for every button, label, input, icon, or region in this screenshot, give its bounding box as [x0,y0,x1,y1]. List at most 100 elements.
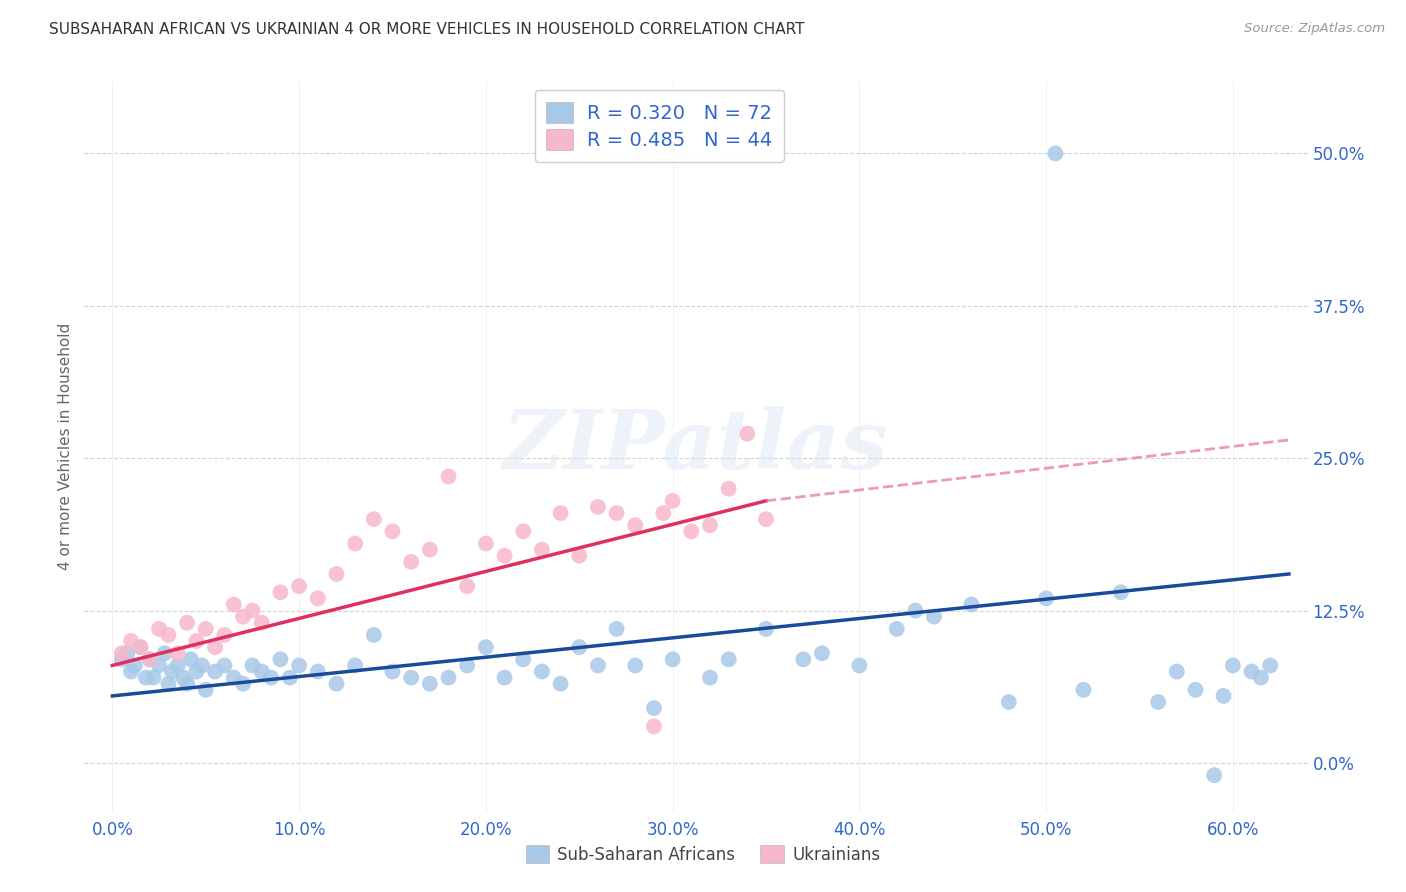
Point [1073,682,1095,697]
Point [138,652,160,666]
Point [1035,591,1057,606]
Point [997,695,1019,709]
Point [232,609,254,624]
Point [512,524,534,539]
Point [399,671,422,685]
Point [1212,689,1234,703]
Point [142,671,165,685]
Point [624,518,647,533]
Point [586,500,609,514]
Point [755,512,778,526]
Point [222,598,245,612]
Point [344,536,367,550]
Point [699,518,721,533]
Point [681,524,703,539]
Point [222,671,245,685]
Point [260,671,283,685]
Point [325,567,347,582]
Point [1258,658,1281,673]
Text: ZIPatlas: ZIPatlas [503,406,889,486]
Text: SUBSAHARAN AFRICAN VS UKRAINIAN 4 OR MORE VEHICLES IN HOUSEHOLD CORRELATION CHAR: SUBSAHARAN AFRICAN VS UKRAINIAN 4 OR MOR… [49,22,804,37]
Point [269,585,291,599]
Point [157,676,180,690]
Point [1240,665,1263,679]
Point [288,579,311,593]
Point [117,646,139,660]
Point [624,658,647,673]
Point [129,640,152,655]
Point [138,652,160,666]
Point [120,665,142,679]
Point [176,676,198,690]
Point [792,652,814,666]
Point [160,665,183,679]
Point [242,658,264,673]
Point [530,665,553,679]
Point [643,701,665,715]
Point [157,628,180,642]
Point [148,622,170,636]
Point [886,622,908,636]
Point [1222,658,1244,673]
Point [1045,146,1067,161]
Point [278,671,301,685]
Point [204,665,226,679]
Point [717,652,740,666]
Point [166,658,188,673]
Point [550,676,572,690]
Point [1184,682,1206,697]
Point [288,658,311,673]
Point [129,640,152,655]
Point [494,549,516,563]
Point [242,604,264,618]
Point [204,640,226,655]
Point [419,676,441,690]
Point [381,665,404,679]
Point [250,665,273,679]
Point [643,719,665,733]
Point [232,676,254,690]
Point [363,512,385,526]
Point [811,646,834,660]
Point [568,640,591,655]
Point [269,652,291,666]
Point [1250,671,1272,685]
Point [606,622,628,636]
Point [661,652,683,666]
Point [456,658,478,673]
Point [550,506,572,520]
Point [717,482,740,496]
Point [363,628,385,642]
Point [960,598,983,612]
Point [437,671,460,685]
Point [214,658,236,673]
Point [325,676,347,690]
Point [848,658,870,673]
Point [148,658,170,673]
Point [1204,768,1226,782]
Point [180,652,202,666]
Point [568,549,591,563]
Point [737,426,759,441]
Point [1147,695,1170,709]
Point [475,536,498,550]
Legend: Sub-Saharan Africans, Ukrainians: Sub-Saharan Africans, Ukrainians [519,838,887,871]
Point [586,658,609,673]
Point [124,658,146,673]
Point [1109,585,1132,599]
Point [456,579,478,593]
Point [344,658,367,673]
Point [1166,665,1188,679]
Point [399,555,422,569]
Point [194,682,217,697]
Point [111,646,134,660]
Point [437,469,460,483]
Point [191,658,214,673]
Point [153,646,176,660]
Point [381,524,404,539]
Point [120,634,142,648]
Point [172,671,194,685]
Point [176,615,198,630]
Point [250,615,273,630]
Y-axis label: 4 or more Vehicles in Household: 4 or more Vehicles in Household [58,322,73,570]
